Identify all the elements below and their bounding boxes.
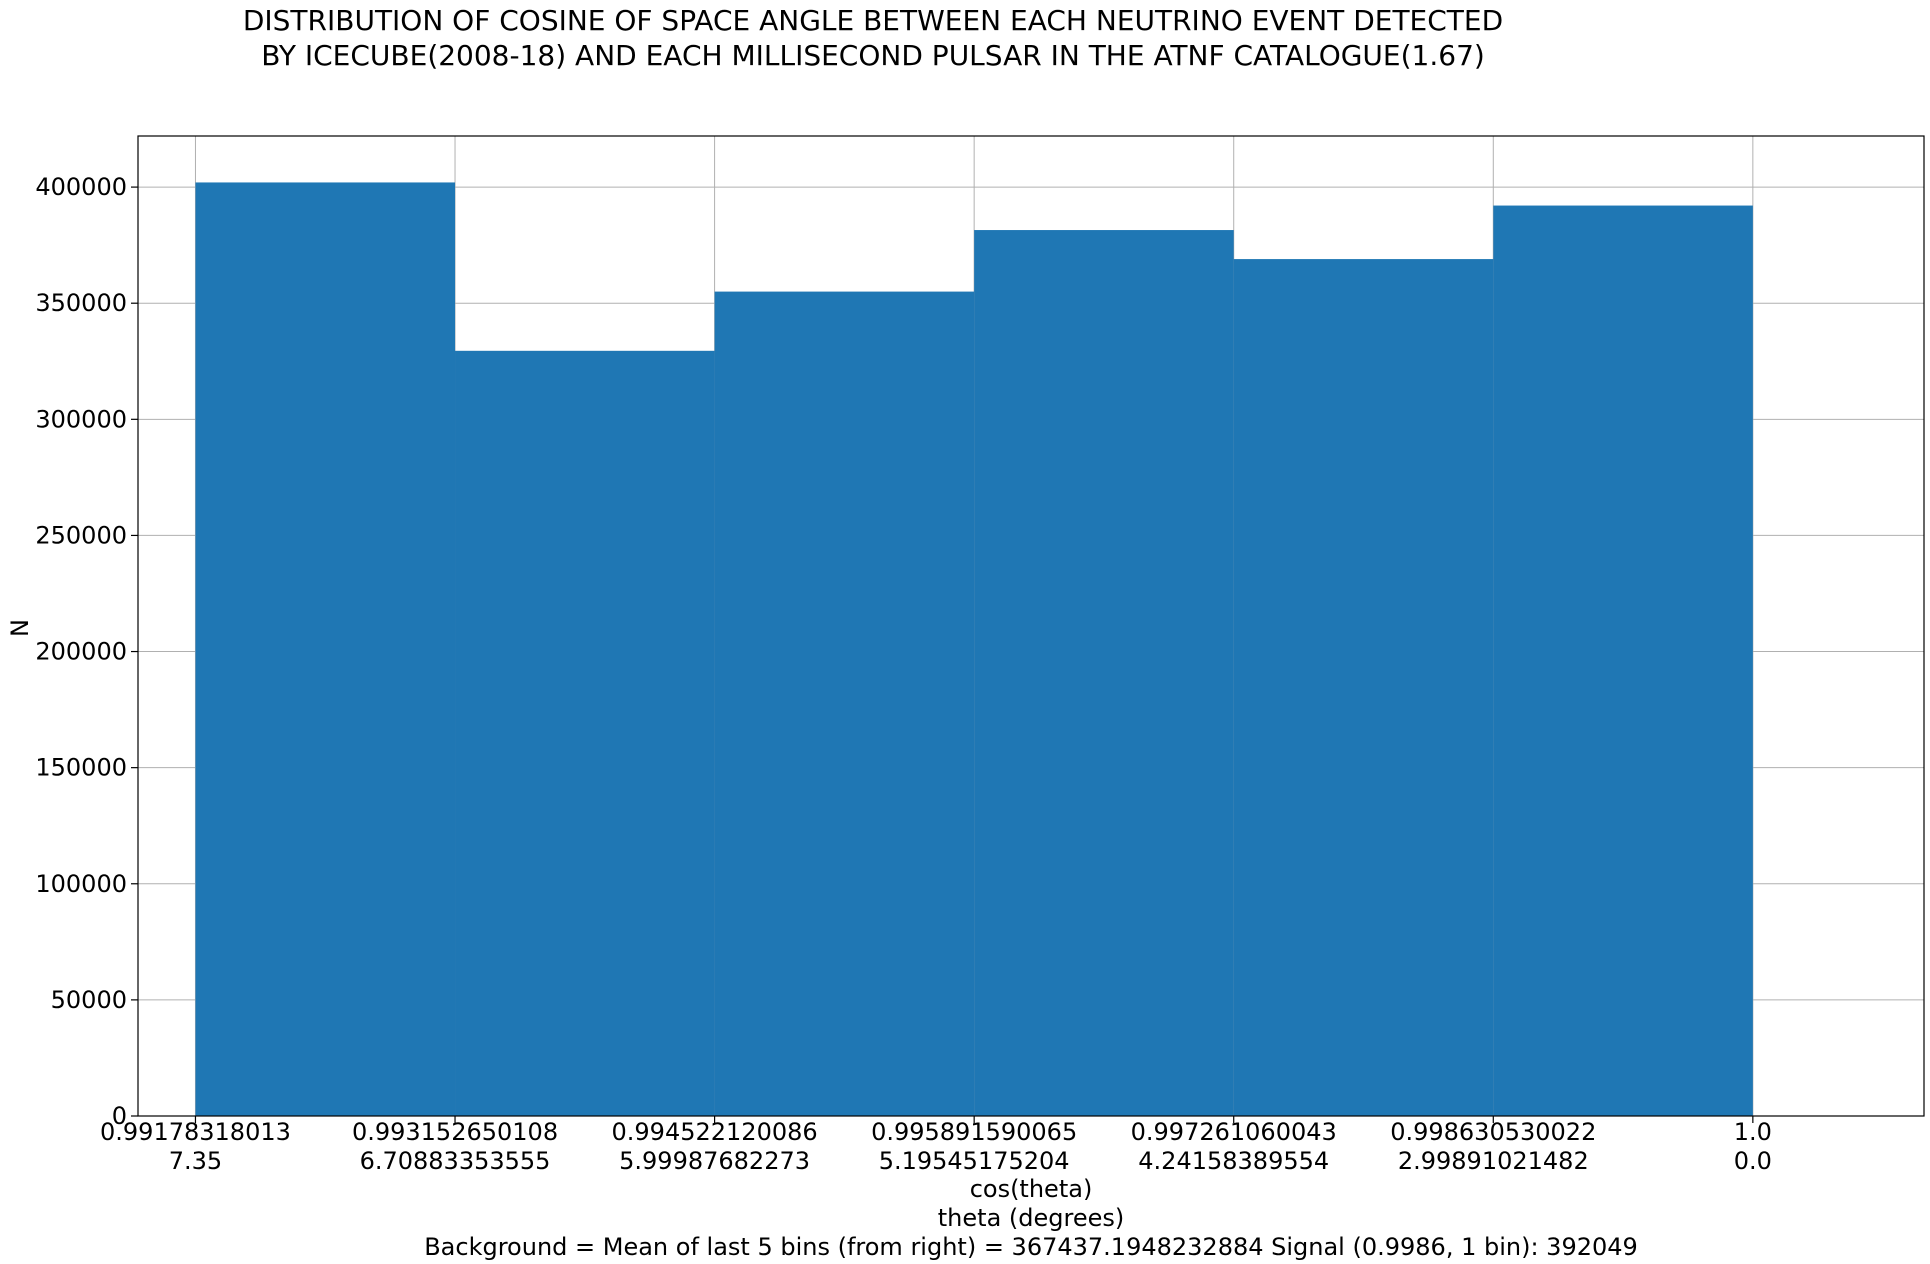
y-tick-label: 350000	[35, 289, 127, 317]
histogram-bar	[1493, 205, 1753, 1117]
y-axis-ticks: 0 50000 100000 150000 200000 250000 300000 3500…	[35, 173, 138, 1130]
y-tick-label: 50000	[51, 986, 127, 1014]
x-tick-label-cos: 0.997261060043	[1131, 1118, 1337, 1146]
x-tick-label-theta: 2.99891021482	[1398, 1147, 1589, 1175]
y-tick-label: 400000	[35, 173, 127, 201]
chart-title-line-1: DISTRIBUTION OF COSINE OF SPACE ANGLE BE…	[243, 4, 1503, 37]
chart-footer-annotation: Background = Mean of last 5 bins (from r…	[424, 1233, 1638, 1261]
y-tick-label: 0	[112, 1102, 127, 1130]
y-tick-label: 300000	[35, 405, 127, 433]
histogram-bar	[455, 350, 715, 1116]
y-tick-label: 150000	[35, 754, 127, 782]
y-tick-label: 250000	[35, 521, 127, 549]
x-axis-label-cos: cos(theta)	[970, 1175, 1093, 1203]
chart-title-line-2: BY ICECUBE(2008-18) AND EACH MILLISECOND…	[261, 39, 1485, 72]
y-tick-label: 100000	[35, 870, 127, 898]
x-tick-label-theta: 7.35	[169, 1147, 222, 1175]
y-axis-label: N	[6, 619, 34, 637]
x-tick-label-theta: 5.99987682273	[619, 1147, 810, 1175]
histogram-bars	[195, 182, 1753, 1117]
x-tick-label-theta: 5.19545175204	[879, 1147, 1070, 1175]
histogram-bar	[974, 230, 1234, 1117]
x-tick-label-theta: 4.24158389554	[1138, 1147, 1329, 1175]
x-tick-label-theta: 0.0	[1734, 1147, 1772, 1175]
chart-title: DISTRIBUTION OF COSINE OF SPACE ANGLE BE…	[243, 4, 1503, 72]
y-tick-label: 200000	[35, 638, 127, 666]
x-tick-label-cos: 1.0	[1734, 1118, 1772, 1146]
plot-frame	[137, 135, 1925, 1117]
x-tick-label-cos: 0.99178318013	[100, 1118, 291, 1146]
x-axis-label-theta: theta (degrees)	[938, 1204, 1124, 1232]
x-tick-label-cos: 0.998630530022	[1390, 1118, 1596, 1146]
x-tick-label-theta: 6.70883353555	[360, 1147, 551, 1175]
histogram-bar	[1233, 259, 1494, 1116]
x-tick-label-cos: 0.995891590065	[871, 1118, 1077, 1146]
histogram-bar	[714, 291, 975, 1116]
x-tick-label-cos: 0.994522120086	[612, 1118, 818, 1146]
x-tick-label-cos: 0.993152650108	[352, 1118, 558, 1146]
histogram-bar	[195, 182, 456, 1116]
